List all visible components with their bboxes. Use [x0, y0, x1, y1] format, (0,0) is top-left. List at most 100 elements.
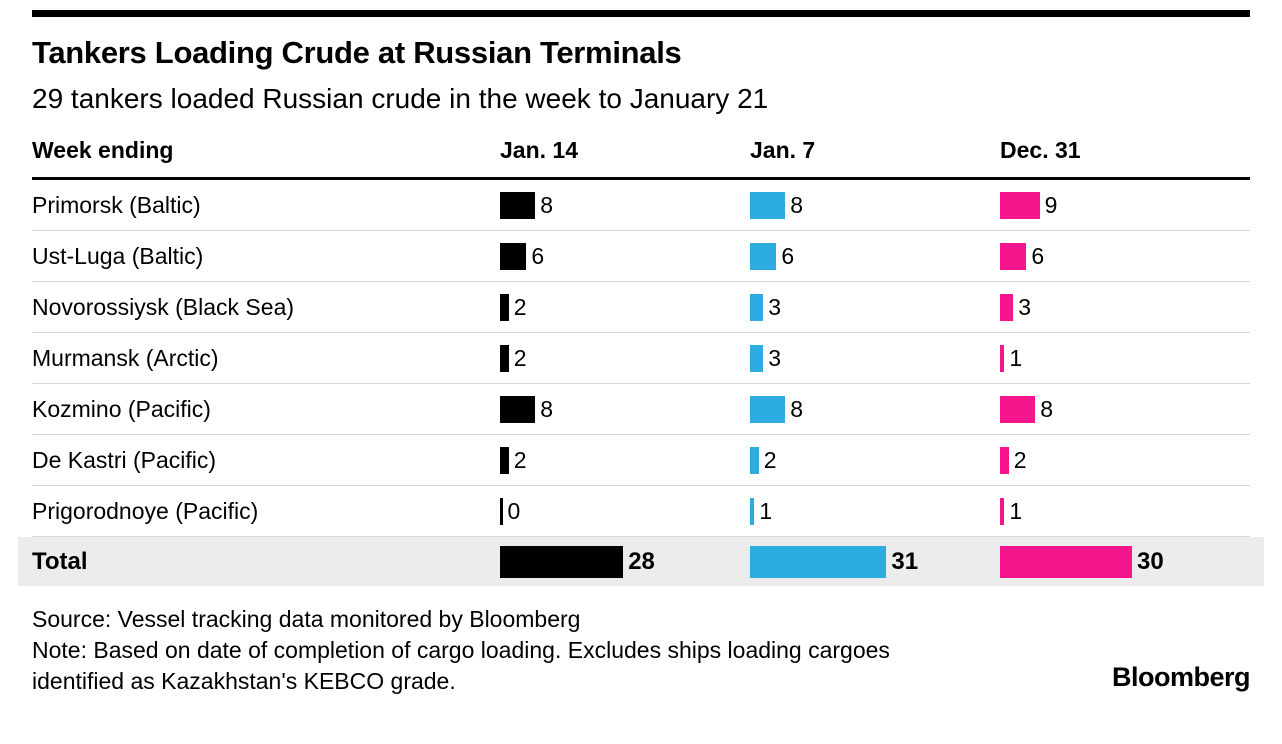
source-text: Source: Vessel tracking data monitored b…: [32, 606, 581, 632]
bar: [500, 497, 503, 525]
bar: [1000, 293, 1014, 321]
bar-cell: 0: [500, 497, 750, 525]
table-body: Primorsk (Baltic) 8 8 9 Ust-Luga (Baltic) 6 6 6…: [32, 180, 1250, 537]
bar-cell: 6: [500, 242, 750, 270]
bar-cell: 1: [1000, 497, 1250, 525]
chart-subtitle: 29 tankers loaded Russian crude in the w…: [32, 83, 769, 114]
table-row: Novorossiysk (Black Sea) 2 3 3: [32, 282, 1250, 333]
table-header: Week ending Jan. 14 Jan. 7 Dec. 31: [32, 137, 1250, 180]
bar: [500, 446, 509, 474]
bar-value: 1: [1009, 344, 1023, 371]
bar-value: 0: [507, 497, 521, 524]
bar-value: 6: [531, 242, 545, 269]
total-bar: [1000, 545, 1132, 578]
bar-value: 1: [1009, 497, 1023, 524]
bar-cell: 2: [500, 446, 750, 474]
table-row: Prigorodnoye (Pacific) 0 1 1: [32, 486, 1250, 537]
terminal-label: De Kastri (Pacific): [32, 446, 217, 473]
bar: [750, 293, 764, 321]
bar-cell: 3: [750, 293, 1000, 321]
table-row: Ust-Luga (Baltic) 6 6 6: [32, 231, 1250, 282]
bar-cell: 8: [1000, 395, 1250, 423]
bar-value: 2: [763, 446, 777, 473]
bar-value: 3: [768, 344, 781, 371]
bar-value: 8: [790, 191, 803, 218]
bar-cell: 8: [750, 191, 1000, 219]
total-bar-cell: 28: [500, 545, 750, 578]
terminal-label: Novorossiysk (Black Sea): [32, 293, 295, 320]
bar-cell: 8: [500, 191, 750, 219]
top-rule: [32, 10, 1250, 17]
total-value: 30: [1137, 547, 1164, 575]
bar-cell: 2: [750, 446, 1000, 474]
bar: [500, 293, 509, 321]
total-row: Total 28 31 30: [18, 537, 1264, 586]
total-bar-cell: 31: [750, 545, 1000, 578]
bar: [1000, 242, 1027, 270]
bar-value: 8: [790, 395, 803, 422]
bar: [500, 344, 509, 372]
bar-cell: 2: [1000, 446, 1250, 474]
bar-cell: 2: [500, 344, 750, 372]
bar-cell: 2: [500, 293, 750, 321]
total-value: 28: [628, 547, 655, 575]
chart-title: Tankers Loading Crude at Russian Termina…: [32, 35, 682, 70]
total-bar-cell: 30: [1000, 545, 1250, 578]
column-header-jan-14: Jan. 14: [500, 137, 578, 163]
note-text: Note: Based on date of completion of car…: [32, 637, 890, 695]
bar-cell: 9: [1000, 191, 1250, 219]
bar: [500, 395, 536, 423]
bar-value: 9: [1044, 191, 1058, 218]
bar: [1000, 446, 1009, 474]
bar: [750, 344, 764, 372]
bar-value: 8: [540, 191, 553, 218]
column-header-jan-7: Jan. 7: [750, 137, 816, 163]
footer: Source: Vessel tracking data monitored b…: [32, 604, 1251, 697]
table-row: Kozmino (Pacific) 8 8 8: [32, 384, 1250, 435]
bar: [750, 497, 755, 525]
bar: [1000, 497, 1005, 525]
chart-container: Tankers Loading Crude at Russian Termina…: [0, 10, 1282, 697]
bar: [1000, 191, 1040, 219]
bar: [750, 191, 786, 219]
total-bar: [750, 545, 887, 578]
bar-cell: 3: [1000, 293, 1250, 321]
total-label: Total: [32, 547, 88, 575]
terminal-label: Ust-Luga (Baltic): [32, 242, 204, 269]
table-row: De Kastri (Pacific) 2 2 2: [32, 435, 1250, 486]
table-row: Primorsk (Baltic) 8 8 9: [32, 180, 1250, 231]
bar-cell: 3: [750, 344, 1000, 372]
bar-value: 1: [759, 497, 773, 524]
bar: [750, 446, 759, 474]
bloomberg-logo: Bloomberg: [1111, 662, 1251, 693]
bar: [500, 191, 536, 219]
bar-cell: 8: [500, 395, 750, 423]
terminal-label: Primorsk (Baltic): [32, 191, 201, 218]
bar-cell: 8: [750, 395, 1000, 423]
bar-value: 2: [513, 293, 527, 320]
footer-notes: Source: Vessel tracking data monitored b…: [32, 604, 982, 697]
bar-value: 2: [1013, 446, 1027, 473]
bar-value: 3: [1018, 293, 1031, 320]
bar-value: 2: [513, 344, 527, 371]
total-bar: [500, 545, 624, 578]
bar-cell: 6: [750, 242, 1000, 270]
bar-value: 6: [781, 242, 795, 269]
terminal-label: Prigorodnoye (Pacific): [32, 497, 259, 524]
total-value: 31: [891, 547, 919, 575]
bar: [1000, 395, 1036, 423]
bar: [1000, 344, 1005, 372]
bar-cell: 1: [1000, 344, 1250, 372]
bar-value: 8: [540, 395, 553, 422]
column-header-dec-31: Dec. 31: [1000, 137, 1081, 163]
bar: [750, 395, 786, 423]
bar: [500, 242, 527, 270]
bar-value: 6: [1031, 242, 1045, 269]
bar: [750, 242, 777, 270]
bar-cell: 1: [750, 497, 1000, 525]
bar-value: 3: [768, 293, 781, 320]
terminal-label: Kozmino (Pacific): [32, 395, 211, 422]
terminal-label: Murmansk (Arctic): [32, 344, 219, 371]
bar-value: 8: [1040, 395, 1053, 422]
table-row: Murmansk (Arctic) 2 3 1: [32, 333, 1250, 384]
